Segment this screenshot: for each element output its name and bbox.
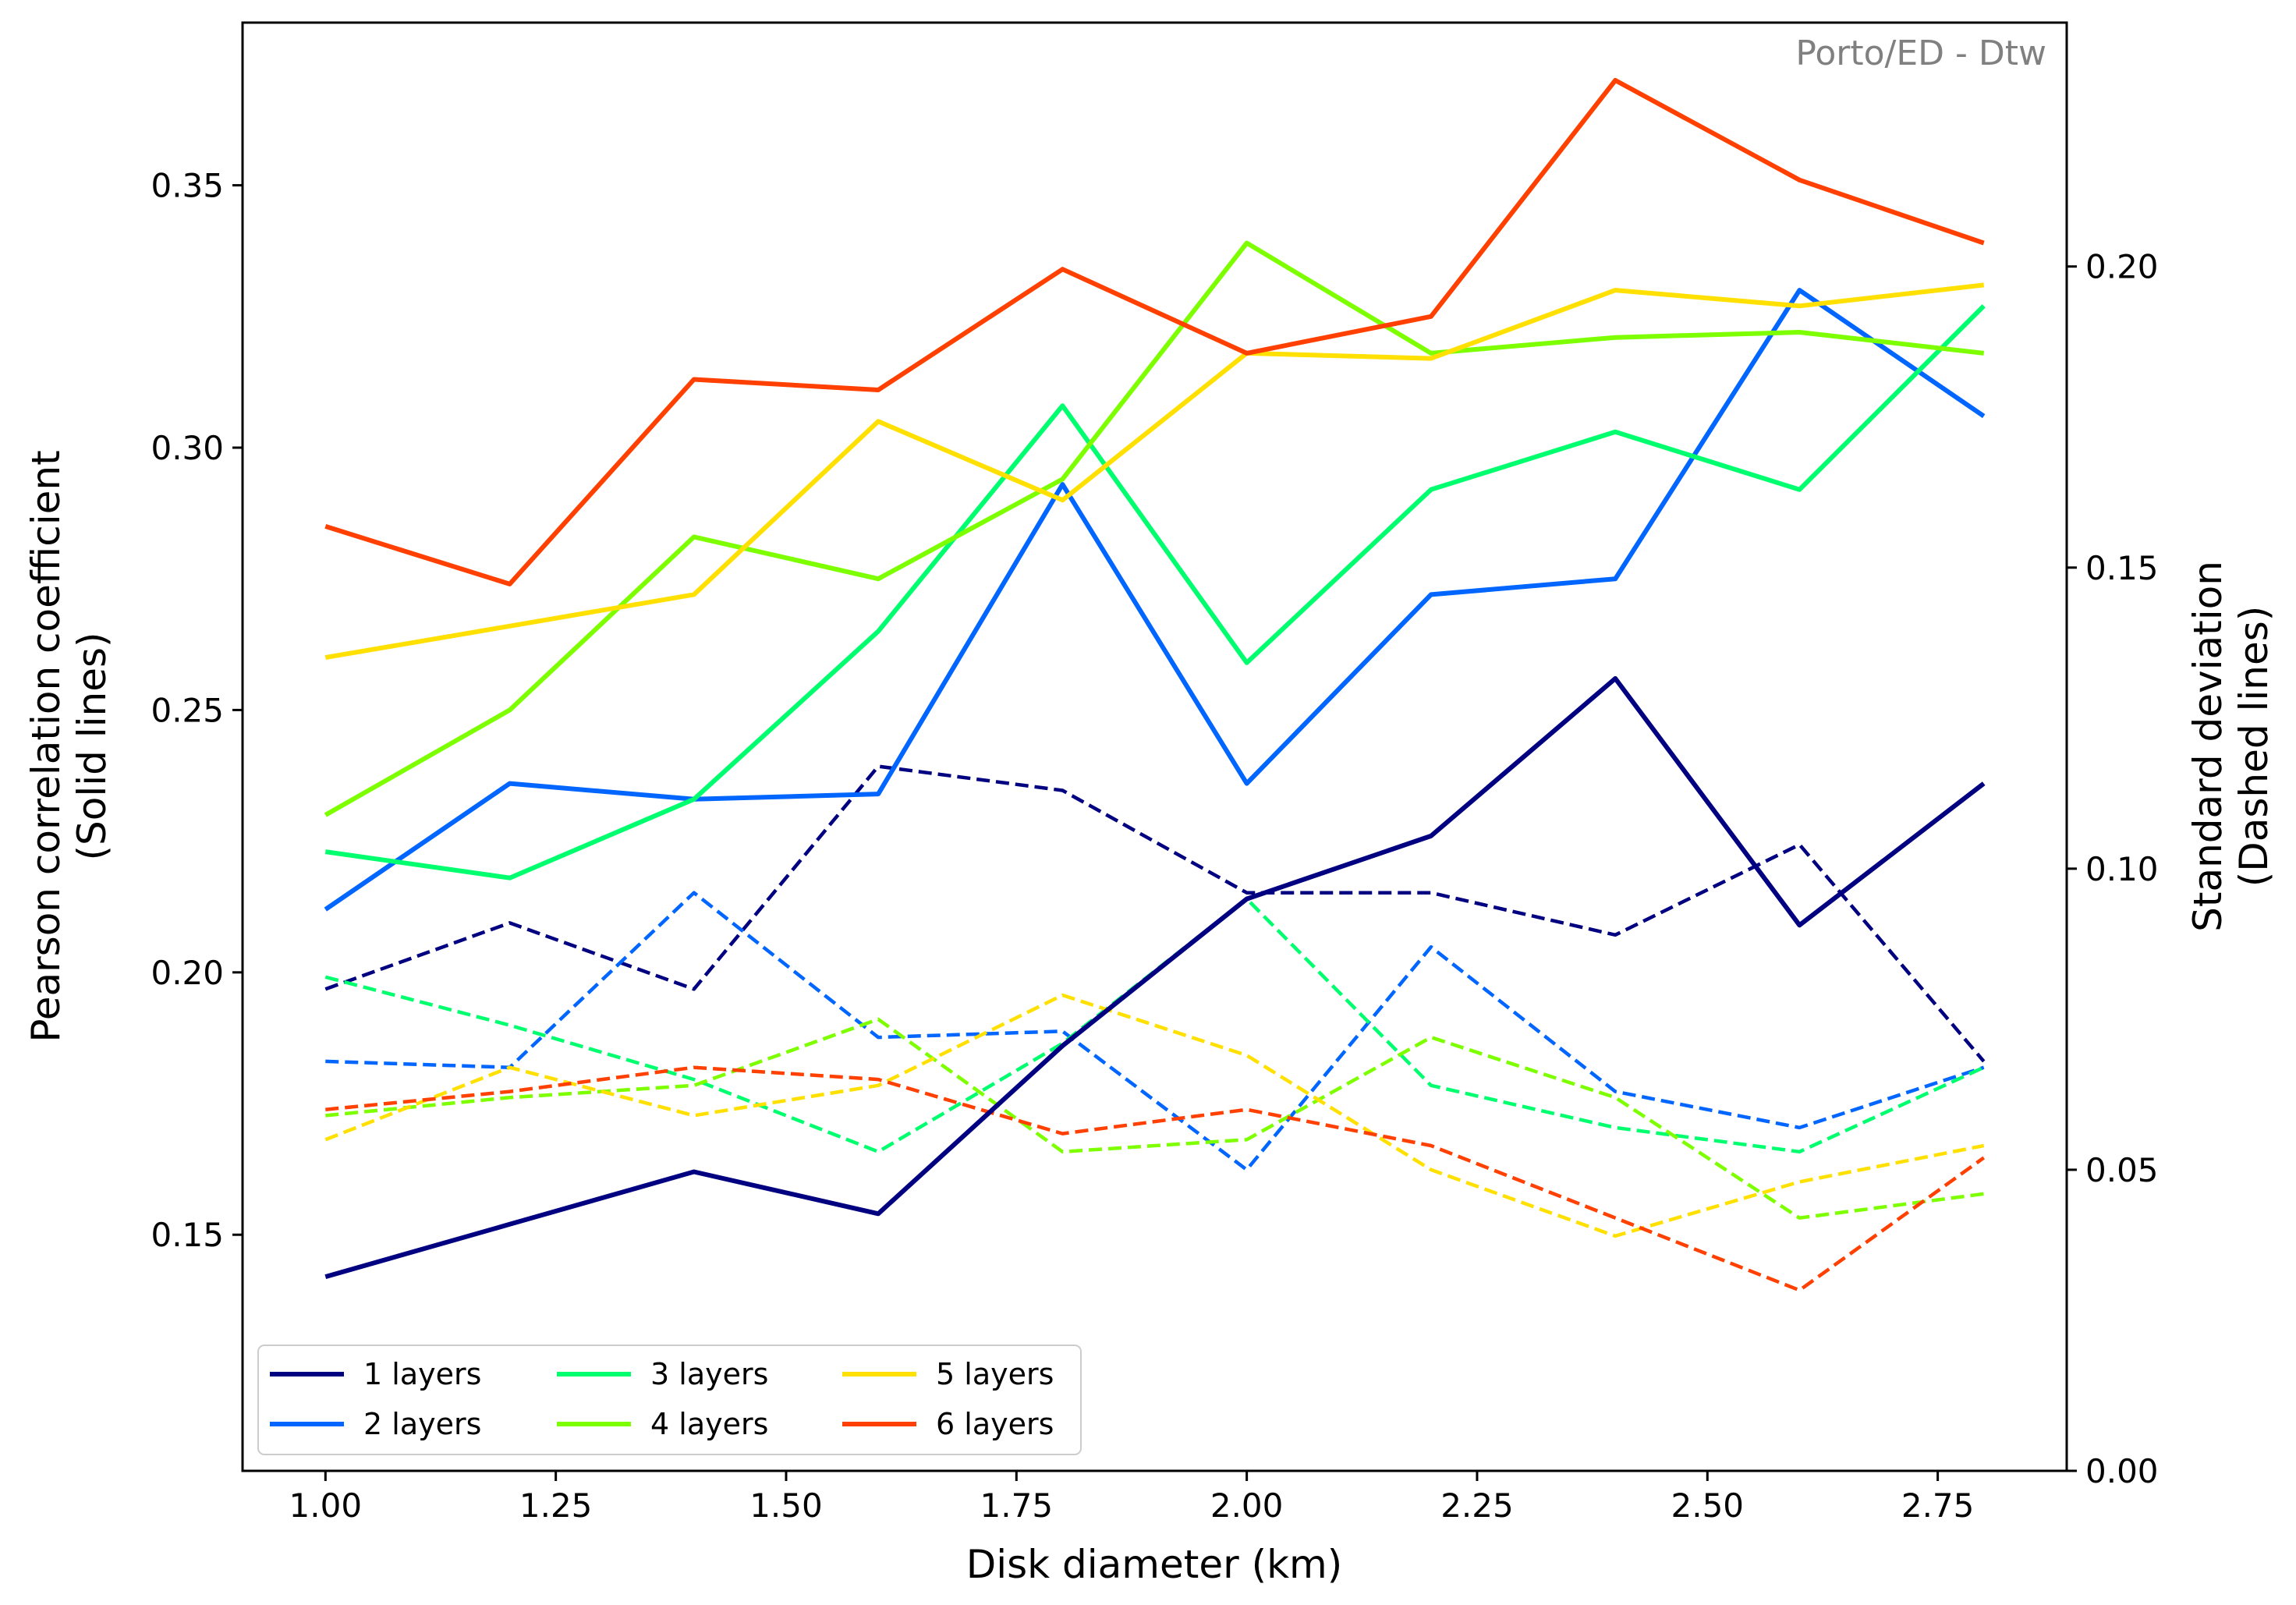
- pearson-line-series-2: [324, 288, 1986, 912]
- axes: 1.00 1.25 1.50 1.75 2.00 2.25 2.50 2.75 0.15 0.20…: [151, 167, 2158, 1525]
- pearson-line-series-4: [324, 240, 1985, 817]
- y-left-tick-label: 0.25: [151, 691, 224, 729]
- x-tick-label: 1.25: [519, 1486, 593, 1525]
- y-right-tick-label: 0.05: [2085, 1151, 2159, 1189]
- y-left-tick-label: 0.35: [151, 167, 224, 205]
- y-left-axis-label-line2: (Solid lines): [69, 632, 115, 860]
- y-right-tick-label: 0.15: [2085, 549, 2159, 587]
- pearson-line-series-1: [324, 676, 1986, 1279]
- plot-area: [324, 78, 1986, 1292]
- std-line-series-6: [325, 1065, 1986, 1292]
- y-right-tick-label: 0.20: [2085, 248, 2159, 286]
- std-line-series-5: [324, 993, 1985, 1238]
- y-right-tick-label: 0.10: [2085, 850, 2159, 888]
- legend-label: 4 layers: [650, 1407, 768, 1441]
- std-line-series-3: [324, 897, 1985, 1154]
- std-line-series-2: [325, 891, 1985, 1172]
- x-tick-label: 2.75: [1901, 1486, 1975, 1525]
- legend: 1 layers 2 layers 3 layers 4 layers 5 layers…: [257, 1345, 1082, 1455]
- pearson-line-series-5: [324, 282, 1985, 661]
- x-tick-label: 1.00: [289, 1486, 363, 1525]
- x-tick-label: 2.00: [1210, 1486, 1284, 1525]
- std-line-series-1: [324, 764, 1986, 1063]
- y-left-tick-label: 0.20: [151, 954, 224, 992]
- y-right-axis-label-line1: Standard deviation: [2185, 561, 2230, 932]
- y-left-tick-label: 0.15: [151, 1216, 224, 1254]
- x-tick-label: 2.25: [1440, 1486, 1514, 1525]
- legend-label: 5 layers: [936, 1357, 1054, 1391]
- x-tick-label: 2.50: [1671, 1486, 1745, 1525]
- legend-label: 6 layers: [936, 1407, 1054, 1441]
- y-left-tick-label: 0.30: [151, 429, 224, 467]
- legend-label: 1 layers: [363, 1357, 481, 1391]
- x-tick-label: 1.75: [980, 1486, 1054, 1525]
- legend-label: 2 layers: [363, 1407, 481, 1441]
- y-left-axis-label-line1: Pearson correlation coefficient: [23, 450, 69, 1042]
- y-right-tick-label: 0.00: [2085, 1452, 2159, 1490]
- y-right-axis-label-line2: (Dashed lines): [2231, 606, 2277, 888]
- pearson-line-series-6: [324, 78, 1985, 586]
- pearson-line-series-3: [324, 304, 1986, 880]
- x-tick-label: 1.50: [749, 1486, 823, 1525]
- plot-frame: [241, 21, 2068, 1472]
- chart-annotation: Porto/ED - Dtw: [1795, 34, 2046, 73]
- legend-label: 3 layers: [650, 1357, 768, 1391]
- x-axis-label: Disk diameter (km): [966, 1542, 1343, 1587]
